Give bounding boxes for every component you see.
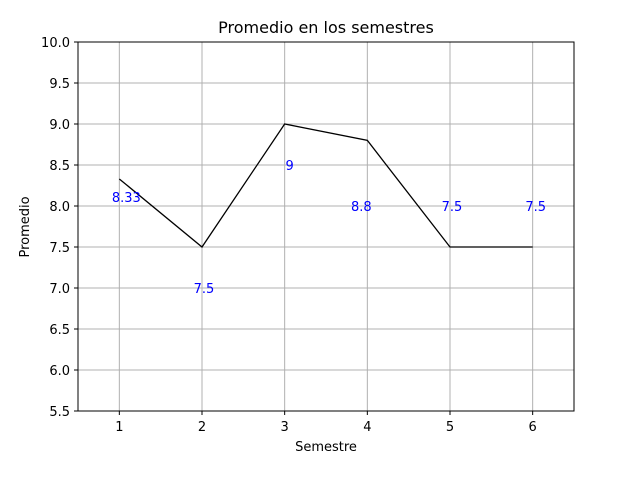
data-label: 7.5 (194, 282, 215, 297)
data-label: 8.8 (351, 200, 372, 215)
data-label: 8.33 (112, 191, 141, 206)
series-line (118, 123, 533, 248)
x-tick-label: 5 (446, 420, 454, 435)
x-axis-label: Semestre (295, 440, 357, 455)
x-tick-label: 4 (363, 420, 371, 435)
y-tick-label: 6.5 (49, 323, 70, 338)
axis-ticks: 1 2 3 4 5 6 5.5 6.0 6.5 7.0 7.5 8.0 8.5 9.0 9.5 10.0 (41, 36, 537, 435)
data-labels: 8.33 7.5 9 8.8 7.5 7.5 (112, 159, 546, 297)
data-label: 7.5 (442, 200, 463, 215)
data-label: 7.5 (525, 200, 546, 215)
y-tick-label: 6.0 (49, 364, 70, 379)
x-tick-label: 1 (115, 420, 123, 435)
x-tick-label: 3 (281, 420, 289, 435)
x-tick-label: 2 (198, 420, 206, 435)
y-tick-label: 10.0 (41, 36, 70, 51)
chart-title: Promedio en los semestres (218, 18, 434, 37)
grid (78, 41, 574, 412)
y-tick-label: 9.0 (49, 118, 70, 133)
y-tick-label: 7.5 (49, 241, 70, 256)
data-label: 9 (286, 159, 294, 174)
y-tick-label: 8.0 (49, 200, 70, 215)
y-tick-label: 8.5 (49, 159, 70, 174)
plot-frame (77, 41, 575, 412)
y-tick-label: 7.0 (49, 282, 70, 297)
y-tick-label: 5.5 (49, 405, 70, 420)
y-tick-label: 9.5 (49, 77, 70, 92)
y-axis-label: Promedio (18, 196, 33, 257)
x-tick-label: 6 (529, 420, 537, 435)
